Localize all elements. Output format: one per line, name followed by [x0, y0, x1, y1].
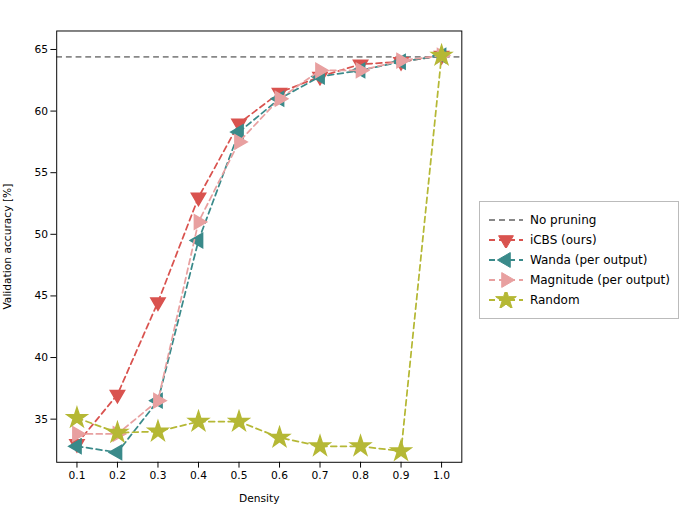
svg-text:40: 40 — [34, 351, 48, 364]
svg-text:Validation accuracy [%]: Validation accuracy [%] — [1, 183, 14, 309]
svg-text:65: 65 — [34, 43, 48, 56]
svg-text:0.1: 0.1 — [68, 468, 85, 481]
svg-text:Density: Density — [239, 492, 280, 504]
html-text:No pruning: No pruning — [529, 212, 597, 227]
svg-text:0.3: 0.3 — [150, 468, 167, 481]
svg-text:0.5: 0.5 — [231, 468, 248, 481]
html-text:Random: Random — [529, 292, 580, 307]
svg-text:0.8: 0.8 — [352, 468, 369, 481]
svg-text:45: 45 — [34, 289, 48, 302]
svg-text:55: 55 — [34, 166, 48, 179]
svg-text:0.4: 0.4 — [190, 468, 207, 481]
svg-text:0.7: 0.7 — [312, 468, 329, 481]
svg-text:35: 35 — [34, 412, 48, 425]
svg-text:1.0: 1.0 — [433, 468, 450, 481]
html-text:Magnitude (per output): Magnitude (per output) — [529, 272, 670, 287]
svg-text:0.9: 0.9 — [393, 468, 410, 481]
svg-text:0.2: 0.2 — [109, 468, 126, 481]
svg-text:50: 50 — [34, 228, 48, 241]
svg-text:0.6: 0.6 — [271, 468, 288, 481]
html-text:Wanda (per output): Wanda (per output) — [529, 252, 648, 267]
html-text:iCBS (ours): iCBS (ours) — [529, 232, 597, 247]
svg-text:60: 60 — [34, 104, 48, 117]
